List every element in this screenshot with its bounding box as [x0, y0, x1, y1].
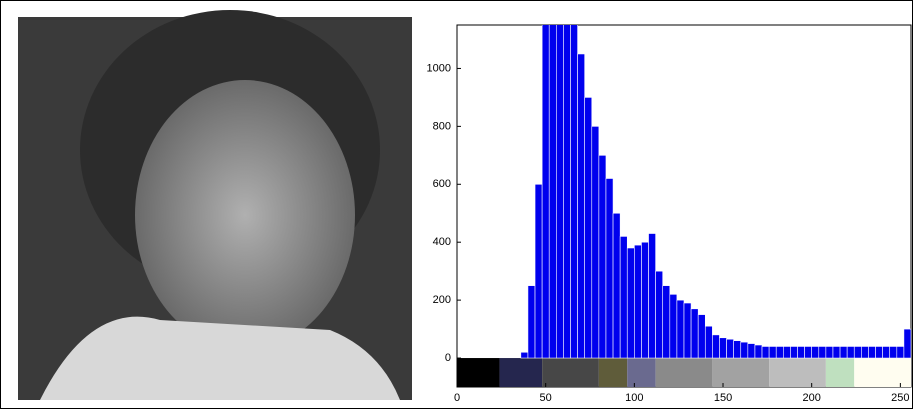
x-tick-label: 100 — [625, 392, 643, 404]
y-tick-label: 1000 — [427, 62, 451, 74]
bar — [846, 346, 855, 359]
bar — [598, 155, 607, 359]
bar — [783, 346, 791, 359]
bar — [605, 178, 614, 359]
bar — [527, 285, 536, 359]
bar — [882, 346, 891, 359]
bar — [577, 53, 585, 359]
bar — [861, 346, 869, 359]
bar — [875, 346, 883, 359]
colorbar-segment — [499, 358, 543, 387]
bar — [790, 346, 798, 359]
bar — [740, 341, 749, 359]
bar — [719, 337, 727, 359]
bar — [641, 241, 649, 359]
y-tick-label: 200 — [433, 294, 451, 306]
colorbar-segment — [627, 358, 656, 387]
bar — [619, 236, 628, 359]
photo — [18, 10, 412, 400]
bar — [754, 344, 763, 359]
x-tick-label: 200 — [803, 392, 821, 404]
bar — [548, 25, 557, 359]
x-tick-label: 150 — [714, 392, 732, 404]
colorbar-segment — [712, 358, 770, 387]
bar — [712, 334, 720, 359]
bar — [520, 351, 529, 359]
bar — [889, 346, 898, 359]
colorbar-segment — [598, 358, 628, 387]
bar — [768, 346, 777, 359]
colorbar-segment — [655, 358, 713, 387]
bar — [797, 346, 805, 359]
bar — [676, 299, 685, 359]
bar — [626, 247, 635, 359]
x-tick-label: 0 — [454, 392, 460, 404]
bar — [563, 25, 571, 359]
bar — [853, 346, 862, 359]
y-tick-label: 0 — [445, 352, 451, 364]
bar — [761, 346, 770, 359]
bar — [726, 338, 734, 359]
y-tick-label: 800 — [433, 120, 451, 132]
y-tick-label: 600 — [433, 178, 451, 190]
bar — [584, 97, 593, 359]
bar — [804, 346, 812, 359]
bar — [896, 346, 905, 359]
colorbar-segment — [457, 358, 500, 387]
bar — [541, 25, 550, 359]
bar — [690, 308, 699, 359]
x-tick-label: 50 — [540, 392, 552, 404]
bar — [669, 294, 678, 359]
bar — [733, 340, 742, 359]
bar — [591, 126, 600, 359]
bar — [570, 25, 578, 359]
bar — [534, 183, 543, 359]
bar — [747, 343, 756, 359]
bar — [839, 346, 848, 359]
bar — [868, 346, 876, 359]
bar — [811, 346, 820, 359]
colorbar-segment — [825, 358, 855, 387]
bar — [825, 346, 834, 359]
bar — [648, 233, 656, 359]
bar — [683, 302, 692, 359]
colorbar-segment — [854, 358, 911, 387]
bar — [832, 346, 841, 359]
bar — [704, 325, 713, 359]
colorbar-segment — [542, 358, 599, 387]
colorbar-segment — [769, 358, 826, 387]
bar — [903, 328, 911, 359]
bar — [697, 314, 706, 359]
bar — [775, 346, 784, 359]
bar — [818, 346, 827, 359]
x-tick-label: 250 — [891, 392, 909, 404]
bar — [556, 25, 564, 359]
bar — [634, 244, 642, 359]
y-tick-label: 400 — [433, 236, 451, 248]
bar — [655, 270, 664, 359]
bar — [612, 212, 621, 359]
bar — [662, 285, 671, 359]
